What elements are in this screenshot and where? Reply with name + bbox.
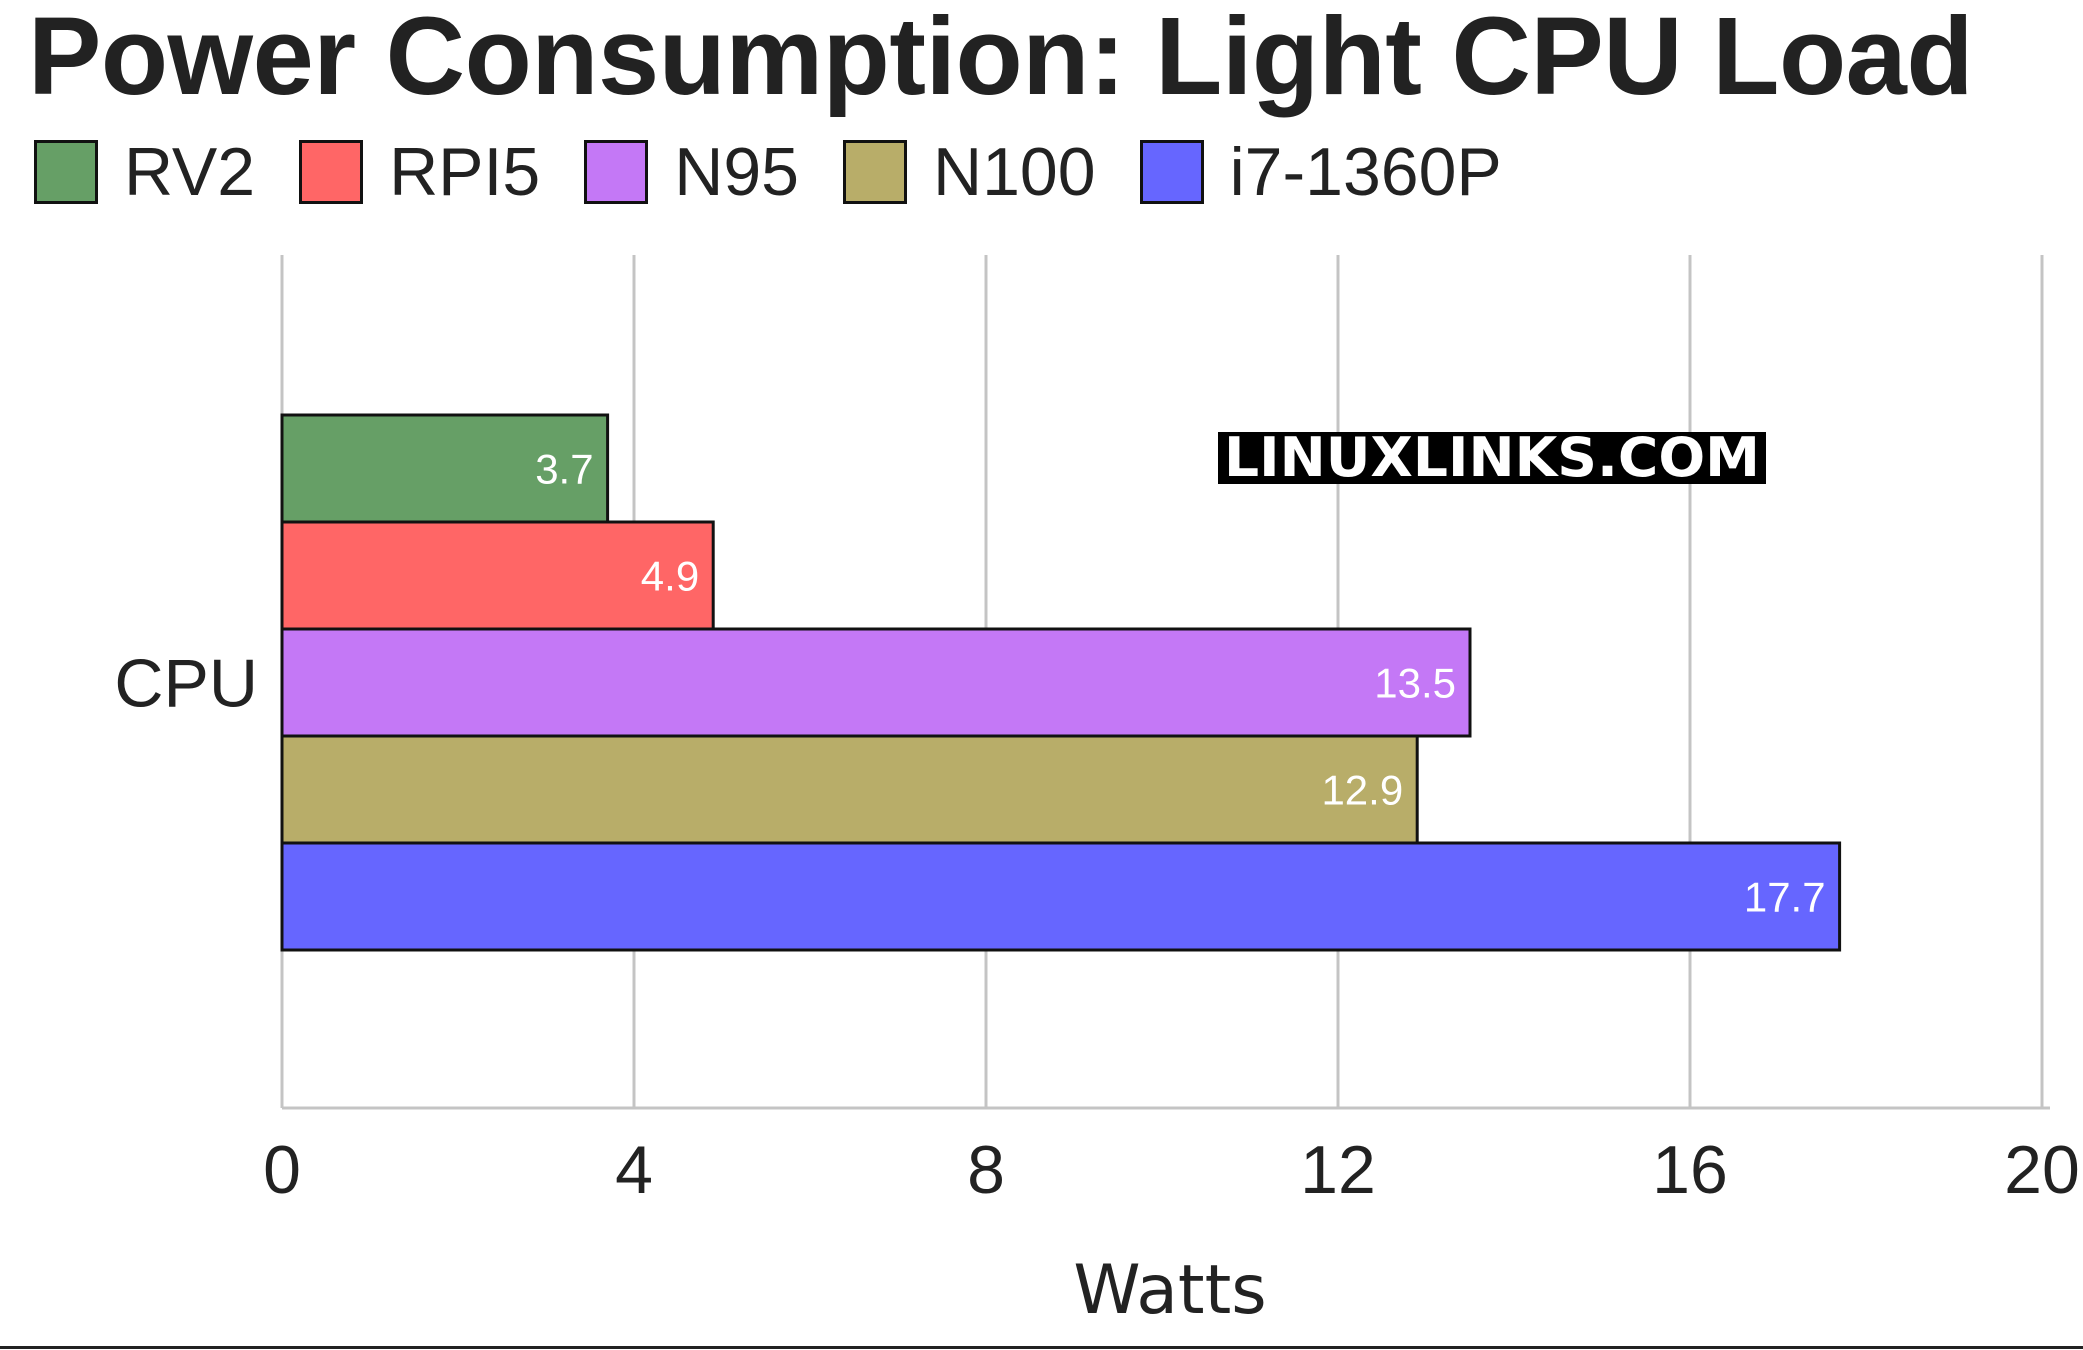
bar: [280, 734, 1419, 845]
x-tick-labels: 0 4 8 12 16 20: [263, 1132, 2080, 1208]
watermark-text: LINUXLINKS.COM: [1224, 426, 1760, 489]
legend-item: i7-1360P: [1139, 134, 1502, 210]
x-tick-label: 8: [967, 1132, 1005, 1208]
bar: [280, 520, 715, 631]
bar: [280, 413, 610, 524]
bar-value-label: 13.5: [1374, 660, 1456, 707]
bars: 3.7 4.9 13.5 12.9 17.7: [280, 413, 1842, 952]
category-labels: CPU: [114, 646, 258, 722]
legend-swatch: [299, 140, 364, 204]
legend-label: N95: [674, 134, 799, 210]
legend-label: RV2: [124, 134, 256, 210]
x-tick-label: 20: [2004, 1132, 2080, 1208]
x-axis-label: Watts: [1073, 1251, 1266, 1330]
legend-item: RPI5: [299, 138, 540, 206]
legend-swatch: [584, 140, 649, 204]
legend-label: i7-1360P: [1229, 134, 1502, 210]
bar-value-label: 3.7: [535, 446, 593, 493]
category-label: CPU: [114, 646, 258, 722]
x-tick-label: 4: [615, 1132, 653, 1208]
bar: [280, 627, 1472, 738]
legend-label: RPI5: [389, 134, 541, 210]
x-tick-label: 16: [1652, 1132, 1728, 1208]
legend-swatch: [34, 140, 98, 204]
bottom-rule: [0, 1346, 2083, 1349]
legend-item: N100: [843, 138, 1096, 206]
legend-item: RV2: [34, 138, 255, 206]
bar: [280, 841, 1842, 952]
x-tick-label: 12: [1300, 1132, 1376, 1208]
x-tick-label: 0: [263, 1132, 301, 1208]
legend-swatch: [843, 140, 907, 204]
bar-value-label: 12.9: [1321, 767, 1403, 814]
legend-label: N100: [933, 134, 1096, 210]
bar-value-label: 4.9: [641, 553, 699, 600]
chart-title: Power Consumption: Light CPU Load: [28, 0, 1974, 118]
legend-swatch: [1139, 140, 1204, 204]
legend: RV2 RPI5 N95 N100 i7-1360P: [34, 136, 1546, 208]
watermark: LINUXLINKS.COM: [1218, 426, 1766, 489]
bar-value-label: 17.7: [1744, 874, 1826, 921]
legend-item: N95: [584, 138, 799, 206]
